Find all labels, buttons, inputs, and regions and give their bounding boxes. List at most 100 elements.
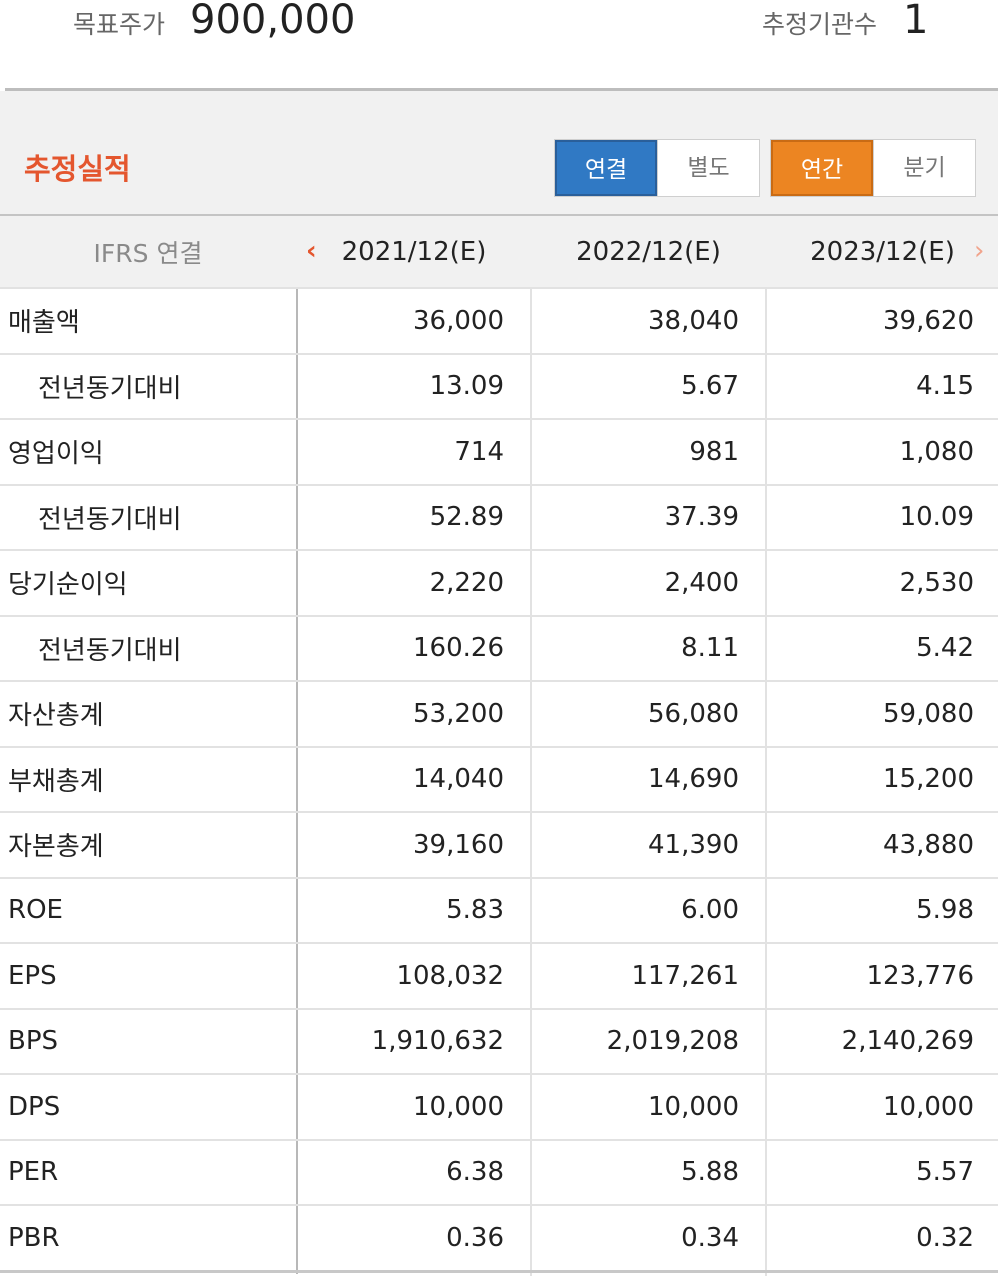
table-row: ROE 5.83 6.00 5.98 (0, 876, 998, 943)
row-value: 714 (454, 436, 504, 467)
row-value: 0.34 (681, 1222, 739, 1253)
separate-button[interactable]: 별도 (657, 140, 759, 196)
row-label: PBR (8, 1222, 60, 1253)
summary-bar: 목표주가 900,000 추정기관수 1 (0, 0, 998, 91)
row-value: 10,000 (648, 1091, 739, 1122)
table-header: IFRS 연결 ‹ 2021/12(E) 2022/12(E) 2023/12(… (0, 214, 998, 287)
table-row: EPS 108,032 117,261 123,776 (0, 942, 998, 1008)
row-label: 매출액 (8, 308, 80, 339)
header-2023: 2023/12(E) (810, 236, 955, 267)
row-value: 56,080 (648, 698, 739, 729)
row-value: 36,000 (413, 305, 504, 336)
table-row: 당기순이익 2,220 2,400 2,530 (0, 549, 998, 615)
row-value: 43,880 (883, 829, 974, 860)
row-value: 39,620 (883, 305, 974, 336)
row-value: 4.15 (916, 371, 974, 402)
table-row: 전년동기대비 160.26 8.11 5.42 (0, 614, 998, 681)
table-row: DPS 10,000 10,000 10,000 (0, 1073, 998, 1139)
row-value: 0.36 (446, 1222, 504, 1253)
row-value: 10,000 (413, 1091, 504, 1122)
row-value: 2,140,269 (841, 1026, 974, 1057)
row-value: 5.98 (916, 895, 974, 926)
row-value: 53,200 (413, 698, 504, 729)
row-label: 부채총계 (8, 766, 104, 797)
row-value: 981 (689, 436, 739, 467)
row-label: 전년동기대비 (38, 635, 182, 666)
row-value: 5.83 (446, 895, 504, 926)
row-label: PER (8, 1157, 59, 1188)
table-row: PBR 0.36 0.34 0.32 (0, 1204, 998, 1270)
table-row: 전년동기대비 13.09 5.67 4.15 (0, 352, 998, 419)
row-value: 5.67 (681, 371, 739, 402)
row-value: 52.89 (429, 502, 504, 533)
quarterly-button[interactable]: 분기 (873, 140, 975, 196)
estimate-count-value: 1 (903, 0, 929, 43)
row-label: 전년동기대비 (38, 373, 182, 404)
row-value: 5.88 (681, 1157, 739, 1188)
consolidated-button[interactable]: 연결 (555, 140, 657, 196)
annual-button[interactable]: 연간 (771, 140, 873, 196)
row-value: 59,080 (883, 698, 974, 729)
row-value: 38,040 (648, 305, 739, 336)
row-label: 자산총계 (8, 701, 104, 732)
row-label: 자본총계 (8, 832, 104, 863)
row-label: 전년동기대비 (38, 504, 182, 535)
table-row: 부채총계 14,040 14,690 15,200 (0, 745, 998, 812)
header-2021: 2021/12(E) (341, 236, 487, 267)
target-price-label: 목표주가 (73, 10, 166, 39)
header-basis: IFRS 연결 (93, 238, 203, 268)
period-toggle: 연간 분기 (770, 139, 976, 197)
row-value: 2,530 (899, 567, 974, 598)
row-value: 10.09 (899, 502, 974, 533)
column-divider (296, 214, 298, 1274)
table-row: 자본총계 39,160 41,390 43,880 (0, 811, 998, 877)
row-label: BPS (8, 1026, 59, 1057)
row-value: 39,160 (413, 829, 504, 860)
target-price-value: 900,000 (190, 0, 356, 43)
row-value: 15,200 (883, 764, 974, 795)
row-value: 5.57 (916, 1157, 974, 1188)
row-value: 1,910,632 (371, 1026, 504, 1057)
table-row: 전년동기대비 52.89 37.39 10.09 (0, 483, 998, 550)
row-value: 6.00 (681, 895, 739, 926)
chevron-left-icon[interactable]: ‹ (306, 236, 317, 266)
row-value: 2,019,208 (606, 1026, 739, 1057)
row-value: 37.39 (664, 502, 739, 533)
row-label: DPS (8, 1091, 61, 1122)
row-label: 당기순이익 (8, 570, 128, 601)
row-label: EPS (8, 960, 57, 991)
row-value: 160.26 (413, 633, 504, 664)
divider (0, 1270, 998, 1273)
row-value: 13.09 (429, 371, 504, 402)
consolidation-toggle: 연결 별도 (554, 139, 760, 197)
divider (5, 88, 998, 91)
row-value: 2,400 (664, 567, 739, 598)
chevron-right-icon[interactable]: › (974, 236, 985, 266)
row-value: 1,080 (899, 436, 974, 467)
estimates-table: IFRS 연결 ‹ 2021/12(E) 2022/12(E) 2023/12(… (0, 214, 998, 1276)
table-row: 영업이익 714 981 1,080 (0, 418, 998, 484)
row-value: 5.42 (916, 633, 974, 664)
section-title: 추정실적 (24, 152, 131, 186)
row-value: 14,690 (648, 764, 739, 795)
row-value: 6.38 (446, 1157, 504, 1188)
row-value: 0.32 (916, 1222, 974, 1253)
row-value: 117,261 (631, 960, 739, 991)
row-value: 14,040 (413, 764, 504, 795)
table-row: 매출액 36,000 38,040 39,620 (0, 287, 998, 353)
row-value: 2,220 (429, 567, 504, 598)
row-value: 123,776 (866, 960, 974, 991)
table-row: PER 6.38 5.88 5.57 (0, 1138, 998, 1205)
row-value: 10,000 (883, 1091, 974, 1122)
row-label: ROE (8, 895, 63, 926)
table-body: 매출액 36,000 38,040 39,620 전년동기대비 13.09 5.67 4.15… (0, 287, 998, 1270)
row-value: 8.11 (681, 633, 739, 664)
row-value: 108,032 (396, 960, 504, 991)
row-label: 영업이익 (8, 439, 104, 470)
table-row: 자산총계 53,200 56,080 59,080 (0, 680, 998, 746)
row-value: 41,390 (648, 829, 739, 860)
section-header: 추정실적 연결 별도 연간 분기 (0, 91, 998, 214)
estimate-count-label: 추정기관수 (762, 10, 878, 39)
header-2022: 2022/12(E) (576, 236, 721, 267)
table-row: BPS 1,910,632 2,019,208 2,140,269 (0, 1007, 998, 1074)
